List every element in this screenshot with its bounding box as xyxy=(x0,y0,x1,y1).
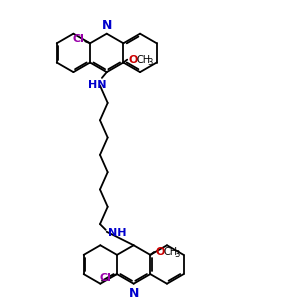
Text: CH: CH xyxy=(137,55,151,64)
Text: 3: 3 xyxy=(147,58,153,67)
Text: CH: CH xyxy=(164,247,178,257)
Text: Cl: Cl xyxy=(100,273,111,283)
Text: HN: HN xyxy=(88,80,106,90)
Text: NH: NH xyxy=(108,228,126,238)
Text: O: O xyxy=(128,55,138,64)
Text: O: O xyxy=(155,247,164,257)
Text: 3: 3 xyxy=(174,250,180,260)
Text: Cl: Cl xyxy=(73,34,85,44)
Text: N: N xyxy=(101,19,112,32)
Text: N: N xyxy=(128,286,139,300)
